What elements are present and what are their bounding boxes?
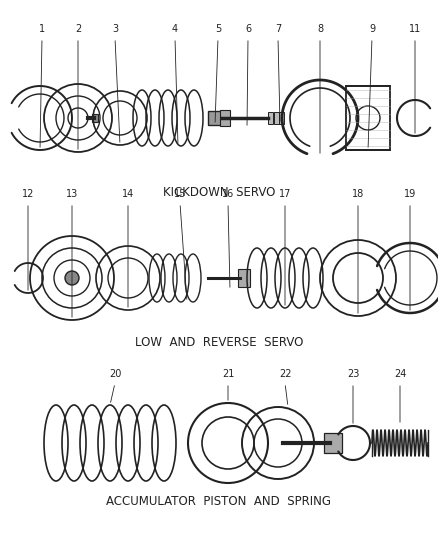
Text: 1: 1	[39, 24, 45, 34]
Bar	[220, 110, 230, 126]
Bar	[279, 112, 284, 124]
Bar	[268, 112, 273, 124]
Text: 22: 22	[279, 369, 291, 379]
Text: 24: 24	[394, 369, 406, 379]
Text: 21: 21	[222, 369, 234, 379]
Text: 6: 6	[245, 24, 251, 34]
Bar	[92, 114, 98, 122]
Text: LOW  AND  REVERSE  SERVO: LOW AND REVERSE SERVO	[135, 336, 303, 349]
Text: 8: 8	[317, 24, 323, 34]
Text: 13: 13	[66, 189, 78, 199]
Text: 9: 9	[369, 24, 375, 34]
Text: ACCUMULATOR  PISTON  AND  SPRING: ACCUMULATOR PISTON AND SPRING	[106, 495, 332, 508]
Bar	[208, 111, 222, 125]
Text: 19: 19	[404, 189, 416, 199]
Text: 17: 17	[279, 189, 291, 199]
Text: 11: 11	[409, 24, 421, 34]
Text: 15: 15	[174, 189, 186, 199]
Text: 16: 16	[222, 189, 234, 199]
Text: 23: 23	[347, 369, 359, 379]
Text: 2: 2	[75, 24, 81, 34]
Bar	[346, 86, 390, 150]
Text: KICKDOWN  SERVO: KICKDOWN SERVO	[163, 186, 275, 199]
Text: 20: 20	[109, 369, 121, 379]
Text: 4: 4	[172, 24, 178, 34]
Text: 14: 14	[122, 189, 134, 199]
Text: 3: 3	[112, 24, 118, 34]
Bar	[324, 433, 342, 453]
Text: 7: 7	[275, 24, 281, 34]
Text: 18: 18	[352, 189, 364, 199]
Text: 12: 12	[22, 189, 34, 199]
Text: 5: 5	[215, 24, 221, 34]
Bar	[274, 112, 279, 124]
Bar	[238, 269, 250, 287]
Circle shape	[65, 271, 79, 285]
